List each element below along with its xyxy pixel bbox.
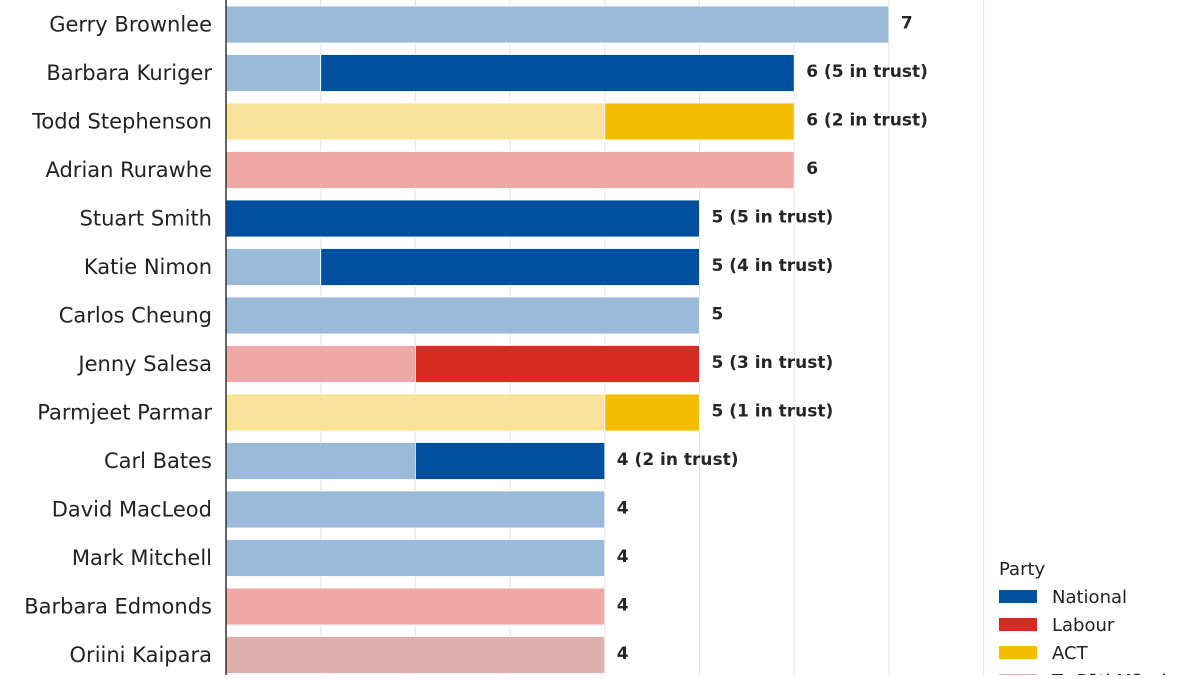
y-tick-label-oriini-kaipara: Oriini Kaipara: [70, 643, 212, 667]
value-label-carl-bates: 4 (2 in trust): [617, 450, 739, 470]
y-tick-label-mark-mitchell: Mark Mitchell: [72, 546, 212, 570]
bar-adrian-rurawhe-owned: [225, 151, 795, 189]
bar-carlos-cheung-owned: [225, 296, 700, 335]
value-label-oriini-kaipara: 4: [617, 644, 629, 664]
legend: Party National Labour ACT Te Pāti Māori: [999, 559, 1166, 679]
value-label-barbara-kuriger: 6 (5 in trust): [806, 62, 928, 82]
value-label-david-macleod: 4: [617, 499, 629, 519]
bar-oriini-kaipara-owned: [225, 636, 606, 674]
value-label-parmjeet-parmar: 5 (1 in trust): [712, 402, 834, 422]
legend-label-act: ACT: [1052, 643, 1089, 664]
bar-mark-mitchell-owned: [225, 539, 606, 577]
bar-parmjeet-parmar-in-trust: [604, 393, 700, 432]
y-tick-label-parmjeet-parmar: Parmjeet Parmar: [37, 401, 212, 425]
bar-gerry-brownlee-owned: [225, 5, 890, 44]
y-tick-label-jenny-salesa: Jenny Salesa: [76, 352, 212, 376]
y-tick-label-barbara-kuriger: Barbara Kuriger: [46, 61, 212, 85]
legend-label-labour: Labour: [1052, 615, 1115, 636]
value-label-barbara-edmonds: 4: [617, 596, 629, 616]
y-tick-label-adrian-rurawhe: Adrian Rurawhe: [45, 158, 212, 182]
bar-carl-bates-in-trust: [414, 442, 606, 480]
value-label-todd-stephenson: 6 (2 in trust): [806, 111, 928, 131]
legend-entries: National Labour ACT Te Pāti Māori: [999, 587, 1166, 679]
y-tick-label-katie-nimon: Katie Nimon: [84, 255, 212, 279]
bar-jenny-salesa-owned: [225, 345, 416, 383]
bar-barbara-kuriger-in-trust: [320, 54, 795, 92]
y-tick-label-carlos-cheung: Carlos Cheung: [59, 304, 212, 328]
bar-katie-nimon-in-trust: [320, 248, 700, 286]
bar-katie-nimon-owned: [225, 248, 322, 286]
value-label-adrian-rurawhe: 6: [806, 159, 818, 179]
value-label-gerry-brownlee: 7: [901, 14, 913, 34]
legend-label-national: National: [1052, 587, 1127, 608]
legend-swatch-labour: [999, 618, 1037, 631]
bar-barbara-edmonds-owned: [225, 587, 606, 626]
legend-title: Party: [999, 559, 1046, 580]
bars-layer: [225, 5, 890, 674]
bar-todd-stephenson-owned: [225, 102, 606, 141]
bar-david-macleod-owned: [225, 490, 606, 529]
labels-layer: Gerry Brownlee 7 Barbara Kuriger 6 (5 in tr…: [24, 13, 928, 668]
bar-todd-stephenson-in-trust: [604, 102, 795, 141]
y-tick-label-david-macleod: David MacLeod: [52, 498, 212, 522]
y-tick-label-todd-stephenson: Todd Stephenson: [31, 110, 212, 134]
value-label-jenny-salesa: 5 (3 in trust): [712, 353, 834, 373]
y-tick-label-carl-bates: Carl Bates: [104, 449, 212, 473]
y-tick-label-gerry-brownlee: Gerry Brownlee: [49, 13, 212, 37]
bar-carl-bates-owned: [225, 442, 416, 480]
value-label-stuart-smith: 5 (5 in trust): [712, 208, 834, 228]
y-tick-label-stuart-smith: Stuart Smith: [80, 207, 212, 231]
value-label-mark-mitchell: 4: [617, 547, 629, 567]
bar-parmjeet-parmar-owned: [225, 393, 606, 432]
value-label-carlos-cheung: 5: [712, 305, 724, 325]
bar-barbara-kuriger-owned: [225, 54, 322, 92]
bar-jenny-salesa-in-trust: [414, 345, 700, 383]
bar-stuart-smith-in-trust: [225, 199, 700, 238]
value-label-katie-nimon: 5 (4 in trust): [712, 256, 834, 276]
y-tick-label-barbara-edmonds: Barbara Edmonds: [24, 595, 212, 619]
legend-swatch-act: [999, 646, 1037, 659]
legend-swatch-national: [999, 590, 1037, 603]
legend-label-te-pati-maori: Te Pāti Māori: [1051, 671, 1166, 675]
